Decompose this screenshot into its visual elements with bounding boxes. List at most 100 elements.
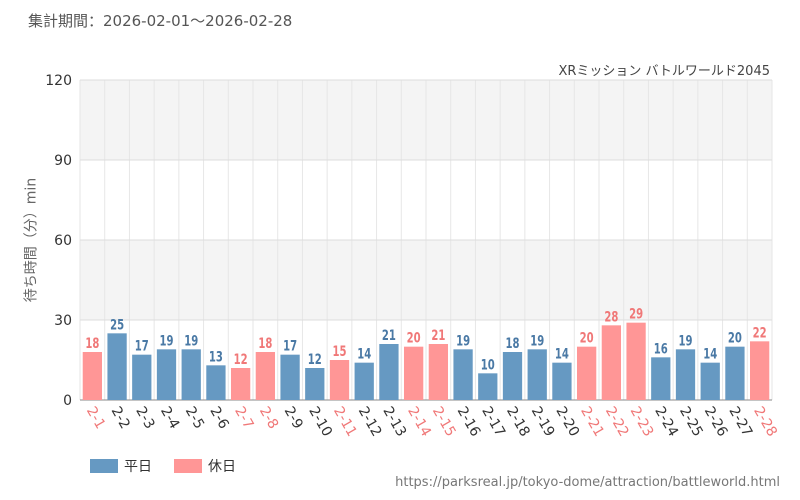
bar xyxy=(675,349,696,400)
x-tick-label: 2-25 xyxy=(676,404,706,440)
x-tick-label: 2-12 xyxy=(355,404,385,440)
bar-value-label: 19 xyxy=(184,333,198,349)
bar xyxy=(329,360,350,400)
bar-value-label: 15 xyxy=(333,344,347,360)
x-tick-label: 2-1 xyxy=(83,404,108,432)
legend-label-weekday: 平日 xyxy=(124,459,152,475)
bar-value-label: 19 xyxy=(160,333,174,349)
bar-value-label: 17 xyxy=(283,339,297,355)
x-tick-label: 2-2 xyxy=(108,404,133,432)
bar xyxy=(305,368,325,400)
holiday-swatch xyxy=(174,459,202,473)
bar xyxy=(725,346,745,400)
y-tick-label: 30 xyxy=(54,313,72,329)
legend-item-weekday: 平日 xyxy=(90,456,152,476)
x-tick-label: 2-27 xyxy=(725,404,755,440)
bar-value-label: 20 xyxy=(580,331,594,347)
x-tick-label: 2-24 xyxy=(651,404,681,440)
bar xyxy=(428,344,448,400)
x-tick-label: 2-16 xyxy=(454,404,484,440)
bar-value-label: 20 xyxy=(407,331,421,347)
x-tick-label: 2-21 xyxy=(577,404,607,440)
x-tick-label: 2-22 xyxy=(602,404,632,440)
y-tick-label: 0 xyxy=(63,393,72,409)
period-label: 集計期間：2026-02-01～2026-02-28 xyxy=(28,12,293,30)
x-tick-label: 2-14 xyxy=(404,404,434,440)
bar-value-label: 12 xyxy=(234,352,248,368)
y-tick-label: 60 xyxy=(54,233,72,249)
bar-value-label: 14 xyxy=(555,347,569,363)
bar xyxy=(577,346,597,400)
bar-value-label: 28 xyxy=(604,309,618,325)
bar-value-label: 21 xyxy=(382,328,396,344)
bar-value-label: 10 xyxy=(481,357,495,373)
bar xyxy=(206,365,226,400)
y-tick-label: 120 xyxy=(45,73,72,89)
x-tick-label: 2-19 xyxy=(528,404,558,440)
bar-value-label: 17 xyxy=(135,339,149,355)
bar xyxy=(181,349,201,400)
bar-value-label: 12 xyxy=(308,352,322,368)
x-tick-label: 2-5 xyxy=(182,404,207,432)
x-tick-label: 2-20 xyxy=(552,404,582,440)
bar-value-label: 14 xyxy=(357,347,371,363)
bar xyxy=(379,344,399,400)
bar xyxy=(82,352,102,400)
x-tick-label: 2-28 xyxy=(750,404,780,440)
x-tick-label: 2-13 xyxy=(379,404,409,440)
bar xyxy=(601,325,621,400)
x-tick-label: 2-9 xyxy=(281,404,306,432)
x-tick-label: 2-18 xyxy=(503,404,533,440)
bar xyxy=(502,352,523,400)
legend-label-holiday: 休日 xyxy=(208,459,236,475)
bar-value-label: 19 xyxy=(456,333,470,349)
chart-title: XRミッション バトルワールド2045 xyxy=(558,64,770,79)
weekday-swatch xyxy=(90,459,118,473)
bar xyxy=(404,346,424,400)
bar-value-label: 18 xyxy=(506,336,520,352)
bar xyxy=(700,362,720,400)
x-tick-label: 2-10 xyxy=(305,404,335,440)
bar-value-label: 16 xyxy=(654,341,668,357)
bar xyxy=(750,341,770,400)
bar-value-label: 21 xyxy=(431,328,445,344)
bar xyxy=(527,349,547,400)
x-tick-label: 2-7 xyxy=(231,404,256,432)
x-tick-label: 2-4 xyxy=(157,404,182,432)
bar-value-label: 20 xyxy=(728,331,742,347)
bar xyxy=(255,352,275,400)
source-url: https://parksreal.jp/tokyo-dome/attracti… xyxy=(395,475,780,490)
bar-value-label: 25 xyxy=(110,317,124,333)
legend: 平日 休日 xyxy=(90,456,236,476)
x-tick-label: 2-11 xyxy=(330,404,360,440)
x-tick-label: 2-23 xyxy=(627,404,657,440)
bar-value-label: 19 xyxy=(530,333,544,349)
x-tick-label: 2-8 xyxy=(256,404,281,432)
bar xyxy=(354,362,374,400)
bar-value-label: 18 xyxy=(85,336,99,352)
bar xyxy=(231,368,251,400)
bar-value-label: 14 xyxy=(703,347,717,363)
bar-value-label: 19 xyxy=(679,333,693,349)
bar xyxy=(107,333,127,400)
x-tick-label: 2-15 xyxy=(429,404,459,440)
bar xyxy=(478,373,498,400)
bar-value-label: 13 xyxy=(209,349,223,365)
bar xyxy=(453,349,473,400)
bar xyxy=(156,349,177,400)
bar xyxy=(651,357,671,400)
legend-item-holiday: 休日 xyxy=(174,456,236,476)
bar xyxy=(132,354,152,400)
x-tick-label: 2-6 xyxy=(206,404,231,432)
x-tick-label: 2-26 xyxy=(701,404,731,440)
bar-value-label: 22 xyxy=(753,325,767,341)
x-tick-label: 2-17 xyxy=(478,404,508,440)
y-tick-label: 90 xyxy=(54,153,72,169)
bar-value-label: 29 xyxy=(629,307,643,323)
bar xyxy=(626,322,646,400)
bar-value-label: 18 xyxy=(258,336,272,352)
x-tick-label: 2-3 xyxy=(132,404,157,432)
bar xyxy=(552,362,572,400)
bar xyxy=(280,354,300,400)
